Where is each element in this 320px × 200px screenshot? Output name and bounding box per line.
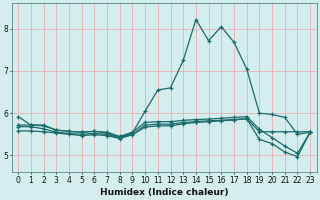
X-axis label: Humidex (Indice chaleur): Humidex (Indice chaleur) [100, 188, 228, 197]
